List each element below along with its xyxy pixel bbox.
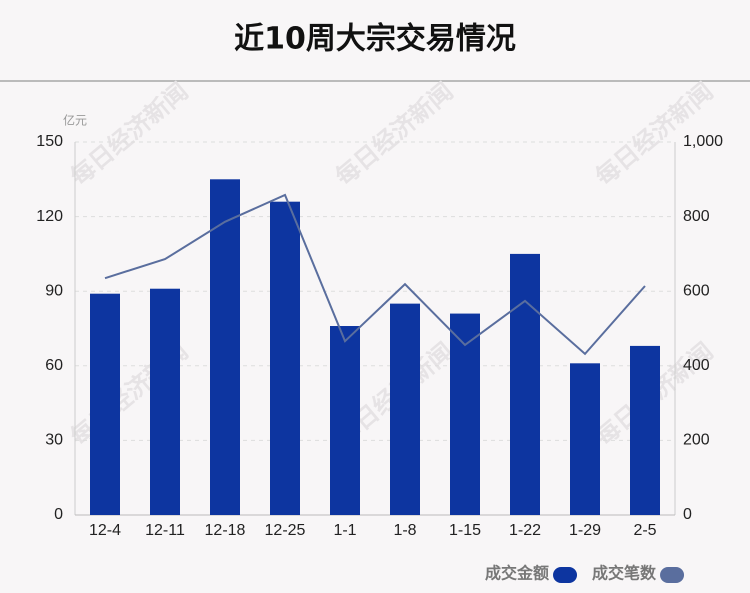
y2-tick-label: 600 xyxy=(683,282,710,299)
x-tick-label: 12-4 xyxy=(89,522,121,539)
bar xyxy=(330,326,360,515)
y-tick-label: 30 xyxy=(45,432,63,449)
x-tick-label: 1-22 xyxy=(509,522,541,539)
x-tick-label: 1-15 xyxy=(449,522,481,539)
bar xyxy=(390,303,420,515)
legend-label: 成交金额 xyxy=(485,564,549,583)
y2-tick-label: 400 xyxy=(683,357,710,374)
legend-swatch xyxy=(660,567,685,583)
y2-tick-label: 800 xyxy=(683,208,710,225)
line xyxy=(104,193,646,356)
chart-title: 近10周大宗交易情况 xyxy=(234,22,516,57)
x-tick-label: 12-11 xyxy=(145,522,185,539)
bar xyxy=(210,179,240,516)
y-tick-label: 120 xyxy=(36,208,63,225)
bar xyxy=(570,363,600,515)
y2-tick-label: 1,000 xyxy=(683,133,723,150)
x-tick-label: 2-5 xyxy=(633,522,656,539)
y-tick-label: 60 xyxy=(45,357,63,374)
x-tick-label: 1-1 xyxy=(333,522,356,539)
y-tick-label: 90 xyxy=(45,282,63,299)
bar xyxy=(630,345,660,515)
x-tick-label: 1-8 xyxy=(393,522,416,539)
x-tick-label: 12-18 xyxy=(205,522,246,539)
x-tick-label: 12-25 xyxy=(265,522,306,539)
y-unit: 亿元 xyxy=(63,113,87,128)
y2-tick-label: 200 xyxy=(683,432,710,449)
legend-label: 成交笔数 xyxy=(592,564,657,583)
bar xyxy=(450,313,480,515)
bar xyxy=(270,201,300,515)
x-tick-label: 1-29 xyxy=(569,522,601,539)
bar xyxy=(510,253,540,515)
legend-swatch xyxy=(553,567,578,583)
y2-tick-label: 0 xyxy=(683,506,692,523)
bar xyxy=(90,293,120,515)
bar xyxy=(150,288,180,515)
y-tick-label: 150 xyxy=(36,133,63,150)
y-tick-label: 0 xyxy=(54,506,63,523)
